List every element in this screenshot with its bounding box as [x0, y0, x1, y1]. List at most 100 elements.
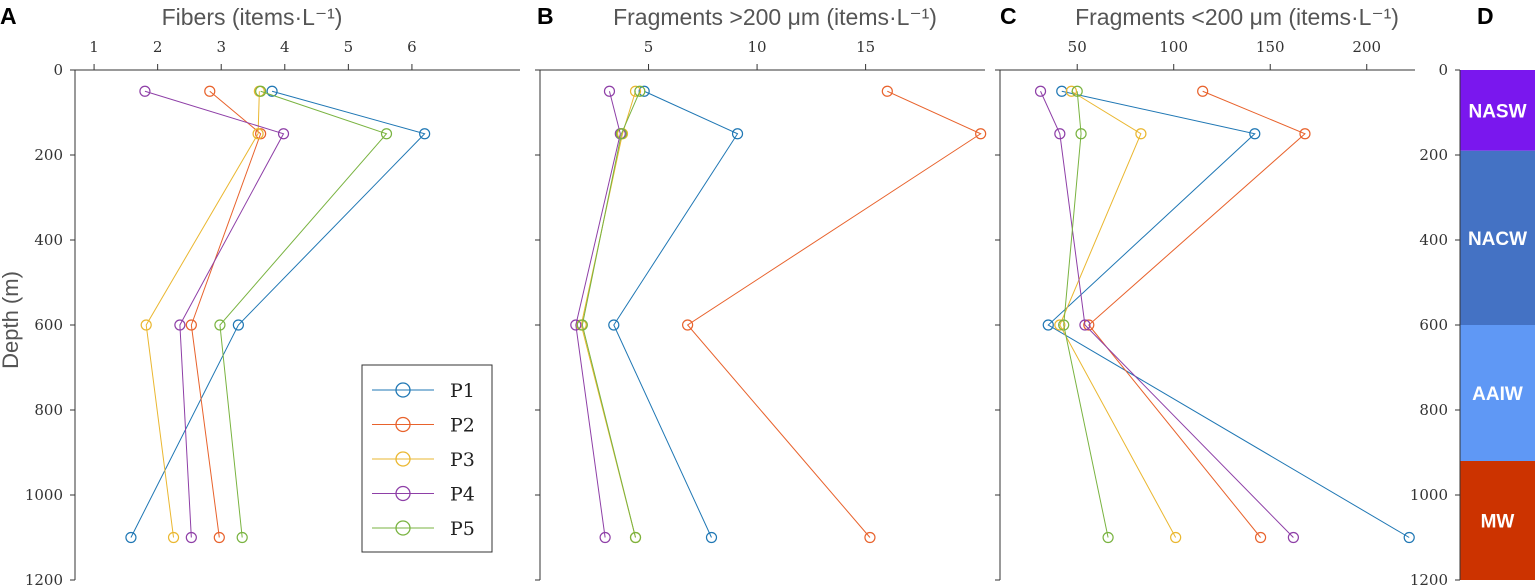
panel-c-title: Fragments <200 μm (items·L⁻¹) [1075, 4, 1399, 30]
data-point [255, 128, 267, 140]
data-point [1102, 531, 1114, 544]
data-point [731, 128, 744, 140]
water-layer-bar [1460, 461, 1535, 580]
panel-c-small-fragments-chart: 50 100 150 200 [995, 38, 1415, 581]
y-tick-label: 1200 [1410, 571, 1448, 587]
data-point [139, 85, 151, 97]
x-tick-label: 2 [153, 38, 163, 56]
y-tick-label: 600 [1419, 316, 1448, 334]
data-point [864, 531, 876, 544]
x-tick-label: 100 [1159, 38, 1188, 56]
water-layer-aaiw: AAIW [1460, 325, 1535, 461]
series-line-p4 [144, 90, 285, 538]
legend-label: P3 [450, 449, 475, 471]
series-line-p5 [219, 90, 388, 538]
water-layer-bar [1460, 150, 1535, 325]
y-axis-label: Depth (m) [0, 271, 23, 369]
series-p4 [1034, 85, 1299, 544]
panel-d-water-masses-chart: NASW NACW AAIW MW 0 200 400 600 800 1000 1200 [1410, 61, 1535, 587]
data-point [125, 531, 137, 544]
data-point [255, 85, 267, 97]
x-tick-label: 15 [856, 38, 875, 56]
data-point [1075, 128, 1087, 140]
data-point [236, 531, 248, 544]
data-point [1065, 85, 1078, 97]
y-tick-label: 800 [34, 401, 63, 419]
series-line-p2 [190, 90, 262, 538]
series-line-p1 [613, 90, 739, 538]
x-tick-label: 6 [407, 38, 417, 56]
legend-label: P5 [450, 518, 475, 540]
data-point [608, 319, 620, 331]
legend-label: P1 [450, 380, 475, 402]
panel-letter-c: C [1000, 3, 1017, 29]
y-tick-label: 800 [1419, 401, 1448, 419]
series-p3 [1054, 85, 1182, 544]
data-point [1034, 85, 1047, 97]
series-line-p1 [130, 90, 426, 538]
x-tick-label: 150 [1256, 38, 1285, 56]
y-tick-label: 0 [53, 61, 63, 79]
series-p5 [1058, 85, 1114, 544]
water-layer-label: AAIW [1472, 384, 1523, 405]
legend-swatch-marker [395, 451, 411, 467]
data-point [1249, 128, 1261, 140]
series-line-p3 [580, 91, 636, 538]
series-p5 [576, 85, 646, 544]
data-point [185, 531, 197, 544]
data-point [682, 319, 694, 331]
data-point [1299, 128, 1311, 140]
data-point [1054, 319, 1066, 331]
data-point [252, 128, 264, 140]
legend-swatch-marker [395, 416, 411, 433]
data-point [599, 531, 611, 544]
data-point [615, 128, 628, 140]
series-p1 [608, 85, 744, 544]
data-point [214, 319, 226, 331]
data-point [1254, 531, 1267, 544]
data-point [167, 531, 180, 544]
data-point [174, 319, 186, 331]
data-point [1170, 531, 1182, 544]
x-tick-label: 50 [1068, 38, 1087, 56]
x-tick-label: 5 [344, 38, 354, 56]
data-point [1071, 85, 1083, 97]
series-line-p3 [145, 91, 260, 538]
y-tick-label: 0 [1438, 61, 1448, 79]
series-line-p2 [1088, 90, 1306, 538]
legend-swatch-marker [395, 485, 411, 502]
y-tick-label: 200 [1419, 146, 1448, 164]
panel-b-large-fragments-chart: 5 10 15 [535, 38, 987, 581]
legend-entry-p1: P1 [372, 380, 475, 402]
series-line-p2 [686, 90, 982, 538]
legend-swatch-marker [395, 382, 411, 398]
series-line-p4 [575, 91, 621, 538]
panel-letter-d: D [1477, 3, 1494, 29]
panel-a-fibers-chart: 1 2 3 4 5 6 0 200 400 600 800 1000 1200 [25, 38, 520, 587]
legend-label: P4 [450, 484, 475, 506]
legend-entry-p3: P3 [372, 449, 475, 471]
legend-swatch-marker [395, 520, 411, 536]
water-layer-nacw: NACW [1460, 150, 1535, 325]
series-line-p3 [1059, 90, 1177, 538]
series-p2 [1083, 85, 1311, 544]
data-point [1054, 128, 1066, 140]
panel-a-title: Fibers (items·L⁻¹) [162, 4, 343, 30]
series-p5 [214, 85, 393, 544]
series-p4 [139, 85, 290, 544]
legend: P1 P2 P3 P4 P5 [361, 364, 493, 553]
y-tick-label: 1200 [25, 571, 63, 587]
data-point [1058, 319, 1070, 331]
water-layer-label: NACW [1468, 229, 1527, 250]
data-point [213, 531, 225, 544]
water-layer-label: MW [1481, 512, 1515, 533]
data-point [1287, 531, 1299, 544]
panel-letter-b: B [537, 3, 554, 29]
data-point [603, 85, 616, 97]
water-layer-label: NASW [1468, 101, 1526, 122]
series-p3 [140, 85, 265, 544]
series-line-p5 [581, 91, 641, 538]
legend-entry-p5: P5 [372, 518, 475, 540]
x-tick-label: 1 [89, 38, 99, 56]
